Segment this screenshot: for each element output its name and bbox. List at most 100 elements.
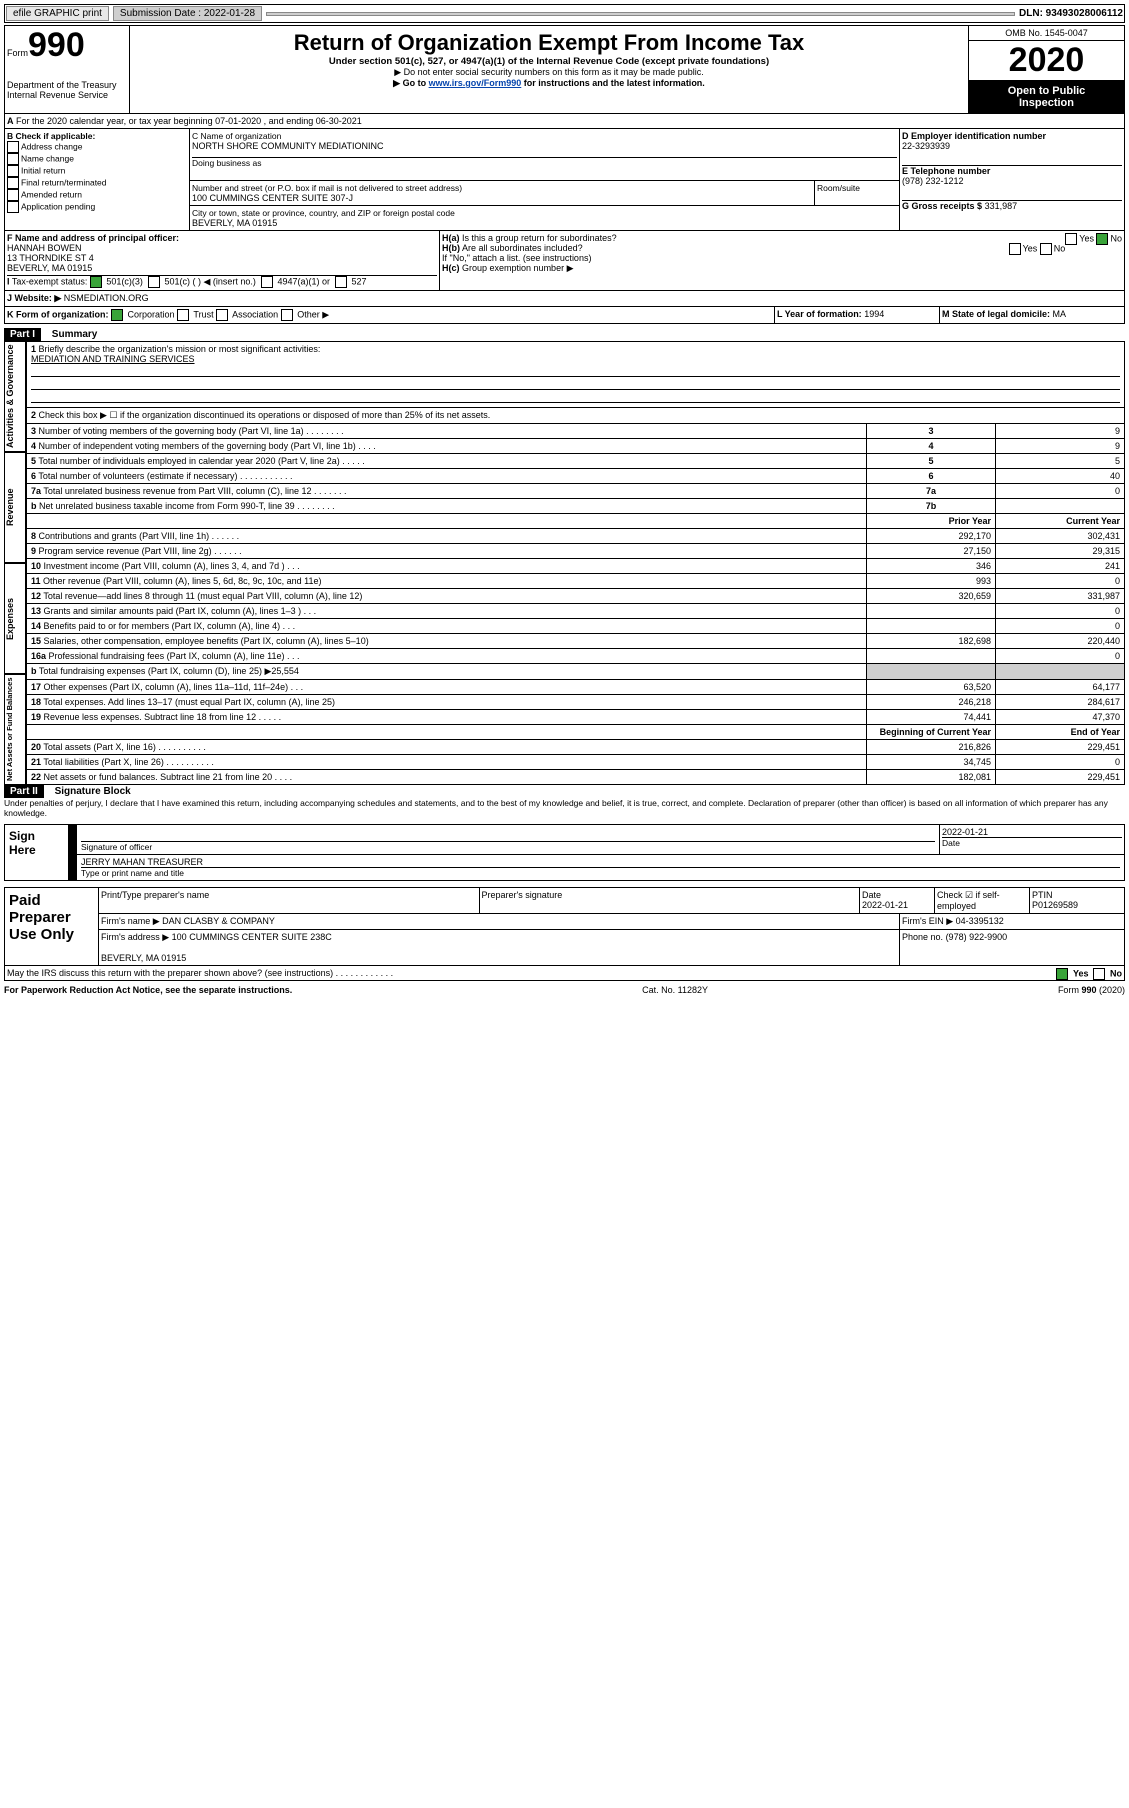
submission-date: Submission Date : 2022-01-28 (113, 6, 262, 21)
dln-label: DLN: 93493028006112 (1019, 8, 1123, 19)
officer-addr: 13 THORNDIKE ST 4 BEVERLY, MA 01915 (7, 253, 437, 273)
title-box: Return of Organization Exempt From Incom… (130, 26, 968, 113)
g-label: G Gross receipts $ (902, 201, 982, 211)
mission-text: MEDIATION AND TRAINING SERVICES (31, 354, 195, 364)
cb-pending[interactable] (7, 201, 19, 213)
summary-table: 1 Briefly describe the organization's mi… (26, 341, 1125, 785)
officer-name-label: Type or print name and title (81, 867, 1120, 878)
part1-body: Activities & Governance Revenue Expenses… (4, 341, 1125, 785)
vside-expenses: Expenses (4, 563, 26, 674)
e-label: E Telephone number (902, 166, 1122, 176)
part1-title: Summary (52, 329, 98, 340)
org-area: C Name of organization NORTH SHORE COMMU… (190, 129, 899, 230)
cb-trust[interactable] (177, 309, 189, 321)
cb-irs-no[interactable] (1093, 968, 1105, 980)
d-label: D Employer identification number (902, 131, 1122, 141)
firm-name: DAN CLASBY & COMPANY (162, 916, 275, 926)
subtitle-3: ▶ Go to www.irs.gov/Form990 for instruct… (134, 78, 964, 89)
v-5: 5 (996, 454, 1125, 469)
top-toolbar: efile GRAPHIC print Submission Date : 20… (4, 4, 1125, 23)
dept-label: Department of the Treasury Internal Reve… (7, 80, 127, 100)
vside-net: Net Assets or Fund Balances (4, 674, 26, 785)
cb-ha-no[interactable] (1096, 233, 1108, 245)
vside-revenue: Revenue (4, 452, 26, 563)
cb-address-change[interactable] (7, 141, 19, 153)
efile-button[interactable]: efile GRAPHIC print (6, 6, 109, 21)
form-id-box: Form990 Department of the Treasury Inter… (5, 26, 130, 113)
form-number: 990 (28, 26, 85, 64)
city-state-zip: BEVERLY, MA 01915 (192, 218, 897, 228)
cb-amended[interactable] (7, 189, 19, 201)
city-label: City or town, state or province, country… (192, 208, 897, 218)
c-label: C Name of organization (192, 131, 897, 141)
cb-corp[interactable] (111, 309, 123, 321)
sig-date: 2022-01-21 (942, 827, 1122, 837)
sig-officer-label: Signature of officer (81, 841, 935, 852)
line-j: J Website: ▶ NSMEDIATION.ORG (4, 291, 1125, 307)
ha-text: Is this a group return for subordinates? (462, 233, 617, 243)
cb-527[interactable] (335, 276, 347, 288)
ein-value: 22-3293939 (902, 141, 1122, 151)
sign-here-box: Sign Here Signature of officer 2022-01-2… (4, 824, 1125, 881)
cb-irs-yes[interactable] (1056, 968, 1068, 980)
main-title: Return of Organization Exempt From Incom… (134, 30, 964, 56)
v-4: 9 (996, 439, 1125, 454)
declaration-text: Under penalties of perjury, I declare th… (4, 798, 1125, 818)
cb-hb-yes[interactable] (1009, 243, 1021, 255)
hc-text: Group exemption number ▶ (462, 263, 573, 273)
foot-mid: Cat. No. 11282Y (642, 985, 708, 995)
part1-badge: Part I (4, 328, 41, 341)
form-header: Form990 Department of the Treasury Inter… (4, 25, 1125, 114)
officer-typed-name: JERRY MAHAN TREASURER (81, 857, 1120, 867)
cb-initial[interactable] (7, 165, 19, 177)
vertical-section-labels: Activities & Governance Revenue Expenses… (4, 341, 26, 785)
firm-phone: (978) 922-9900 (946, 932, 1008, 942)
i-label: Tax-exempt status: (12, 276, 88, 286)
foot-right: Form 990 (2020) (1058, 985, 1125, 995)
irs-link[interactable]: www.irs.gov/Form990 (429, 78, 522, 88)
cb-assoc[interactable] (216, 309, 228, 321)
cb-4947[interactable] (261, 276, 273, 288)
tax-year: 2020 (969, 41, 1124, 81)
year-box: OMB No. 1545-0047 2020 Open to Public In… (968, 26, 1124, 113)
addr-label: Number and street (or P.O. box if mail i… (192, 183, 812, 193)
paid-preparer-box: Paid Preparer Use Only Print/Type prepar… (4, 887, 1125, 966)
f-label: F Name and address of principal officer: (7, 233, 437, 243)
paid-prep-label: Paid Preparer Use Only (5, 888, 98, 965)
hb-text: Are all subordinates included? (462, 243, 583, 253)
part2-badge: Part II (4, 785, 44, 798)
firm-ein: 04-3395132 (956, 916, 1004, 926)
form-word: Form (7, 48, 28, 58)
cb-name-change[interactable] (7, 153, 19, 165)
cb-501c[interactable] (148, 276, 160, 288)
org-name: NORTH SHORE COMMUNITY MEDIATIONINC (192, 141, 897, 151)
subtitle-1: Under section 501(c), 527, or 4947(a)(1)… (134, 56, 964, 67)
v-7a: 0 (996, 484, 1125, 499)
officer-name: HANNAH BOWEN (7, 243, 437, 253)
section-fhi: F Name and address of principal officer:… (4, 231, 1125, 291)
sign-here-label: Sign Here (5, 825, 68, 880)
state-domicile: MA (1053, 309, 1067, 319)
cb-other[interactable] (281, 309, 293, 321)
omb-number: OMB No. 1545-0047 (969, 26, 1124, 41)
street-address: 100 CUMMINGS CENTER SUITE 307-J (192, 193, 812, 203)
open-public-badge: Open to Public Inspection (969, 81, 1124, 113)
subtitle-2: ▶ Do not enter social security numbers o… (134, 67, 964, 78)
year-formation: 1994 (864, 309, 884, 319)
right-info-col: D Employer identification number 22-3293… (899, 129, 1124, 230)
cb-final[interactable] (7, 177, 19, 189)
v-7b (996, 499, 1125, 514)
line-a: A For the 2020 calendar year, or tax yea… (4, 114, 1125, 129)
cb-501c3[interactable] (90, 276, 102, 288)
cb-hb-no[interactable] (1040, 243, 1052, 255)
vside-activities: Activities & Governance (4, 341, 26, 452)
cb-ha-yes[interactable] (1065, 233, 1077, 245)
sig-date-label: Date (942, 837, 1122, 848)
phone-value: (978) 232-1212 (902, 176, 1122, 186)
section-bcdefg: B Check if applicable: Address change Na… (4, 129, 1125, 231)
b-header: B Check if applicable: (7, 131, 187, 141)
irs-discuss-row: May the IRS discuss this return with the… (4, 966, 1125, 981)
foot-left: For Paperwork Reduction Act Notice, see … (4, 985, 292, 995)
part2-title: Signature Block (55, 786, 131, 797)
col-b-checkboxes: B Check if applicable: Address change Na… (5, 129, 190, 230)
